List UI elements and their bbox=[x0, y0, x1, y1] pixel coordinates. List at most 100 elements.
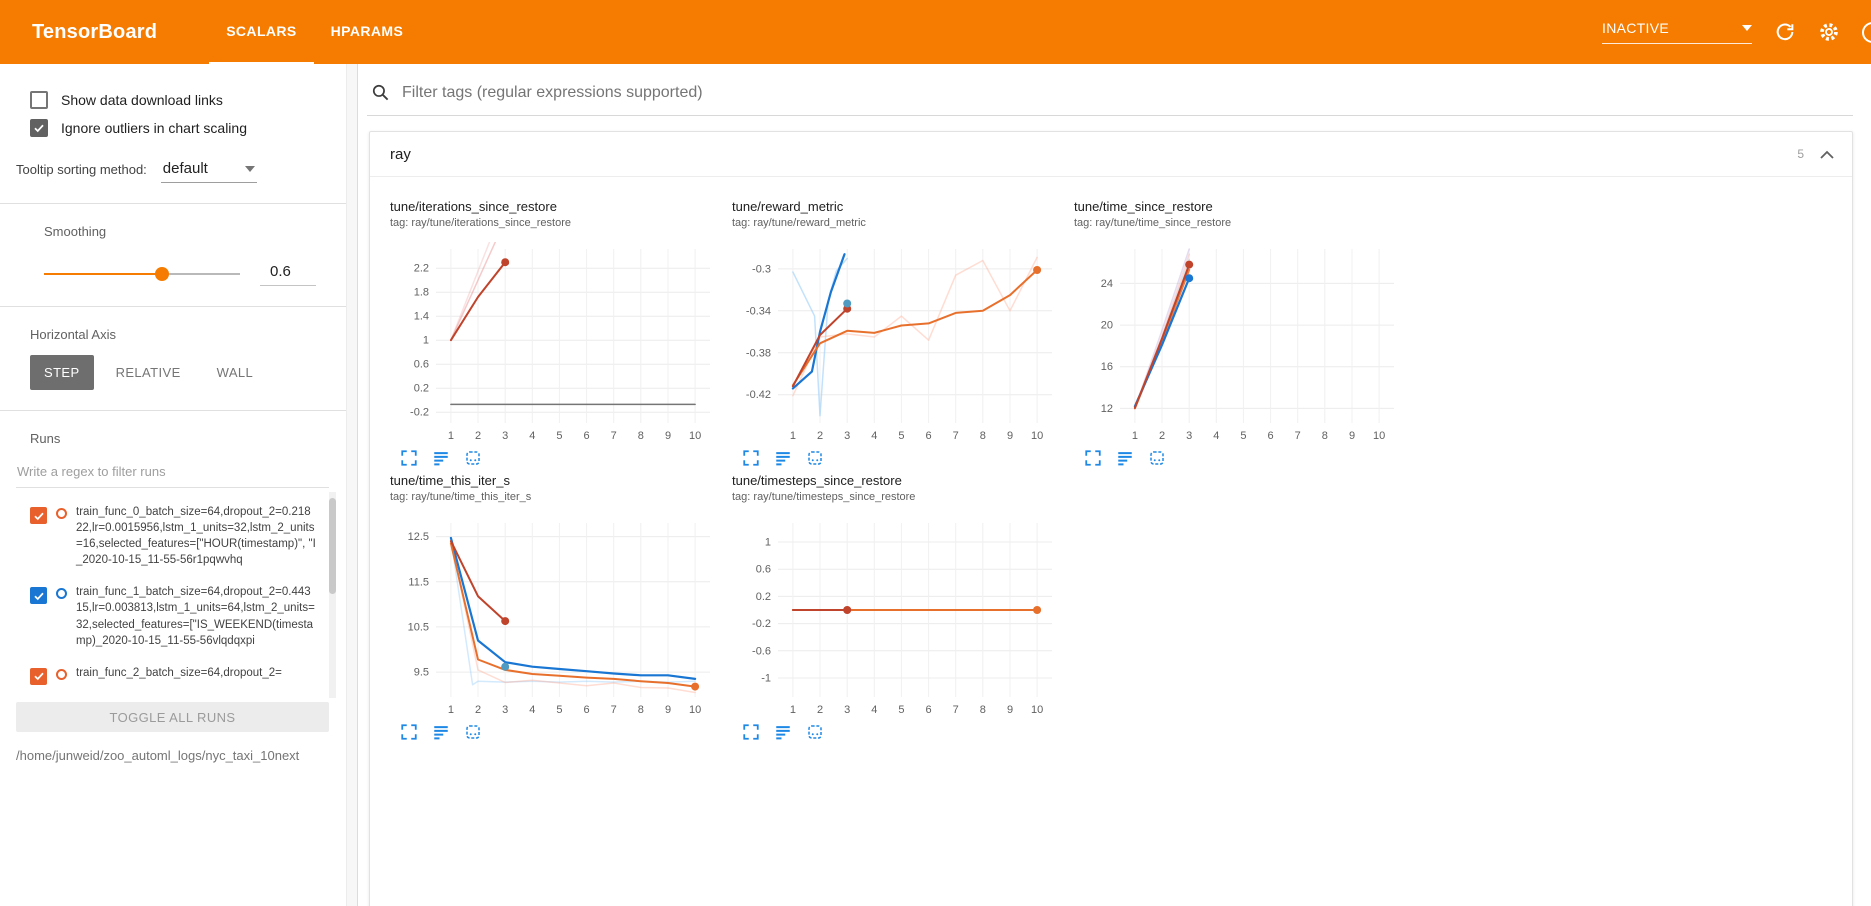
svg-text:1: 1 bbox=[1132, 430, 1138, 442]
svg-text:12: 12 bbox=[1101, 403, 1113, 415]
axis-wall-button[interactable]: WALL bbox=[203, 355, 268, 390]
chart-card: tune/time_since_restore tag: ray/tune/tim… bbox=[1074, 199, 1416, 467]
pin-chart-icon[interactable] bbox=[806, 449, 824, 467]
settings-gear-icon[interactable] bbox=[1818, 21, 1840, 43]
svg-text:9: 9 bbox=[1007, 704, 1013, 716]
svg-text:-0.42: -0.42 bbox=[746, 389, 771, 401]
svg-text:6: 6 bbox=[1268, 430, 1274, 442]
run-item[interactable]: train_func_1_batch_size=64,dropout_2=0.4… bbox=[16, 576, 336, 656]
slider-thumb[interactable] bbox=[154, 266, 169, 281]
chart-tag: tag: ray/tune/iterations_since_restore bbox=[390, 217, 571, 229]
svg-text:10: 10 bbox=[689, 430, 701, 442]
chart-plot[interactable]: 1 0.6 0.2 -0.2 -0.6 -1 1 2 3 4 5 6 7 8 9 10 bbox=[732, 515, 1064, 721]
svg-text:7: 7 bbox=[611, 430, 617, 442]
ignore-outliers-checkbox-row[interactable]: Ignore outliers in chart scaling bbox=[16, 114, 330, 142]
svg-text:5: 5 bbox=[1240, 430, 1246, 442]
refresh-icon[interactable] bbox=[1774, 21, 1796, 43]
run-checkbox[interactable] bbox=[30, 587, 47, 605]
chart-toolbar bbox=[732, 449, 1074, 467]
tooltip-sorting-select[interactable]: default bbox=[160, 160, 257, 183]
pin-chart-icon[interactable] bbox=[1148, 449, 1166, 467]
tag-filter-input[interactable] bbox=[402, 83, 1849, 102]
show-download-links-checkbox-row[interactable]: Show data download links bbox=[16, 86, 330, 114]
run-item[interactable]: train_func_2_batch_size=64,dropout_2= bbox=[16, 657, 336, 693]
expand-chart-icon[interactable] bbox=[742, 449, 760, 467]
svg-text:24: 24 bbox=[1101, 278, 1113, 290]
svg-text:10: 10 bbox=[1031, 704, 1043, 716]
pin-chart-icon[interactable] bbox=[464, 449, 482, 467]
svg-text:9.5: 9.5 bbox=[414, 667, 429, 679]
runs-filter-input[interactable] bbox=[16, 458, 329, 488]
tag-group-count: 5 bbox=[1797, 147, 1804, 161]
runs-selector-icon[interactable] bbox=[432, 723, 450, 741]
chevron-down-icon bbox=[244, 165, 255, 172]
collapse-chevron-up-icon[interactable] bbox=[1820, 150, 1834, 159]
expand-chart-icon[interactable] bbox=[400, 449, 418, 467]
tag-group-header[interactable]: ray 5 bbox=[370, 132, 1852, 177]
chart-card: tune/iterations_since_restore tag: ray/tu… bbox=[390, 199, 732, 467]
header-actions: INACTIVE bbox=[1602, 20, 1871, 44]
run-checkbox[interactable] bbox=[30, 667, 47, 685]
checkbox-icon[interactable] bbox=[30, 119, 48, 137]
pin-chart-icon[interactable] bbox=[464, 723, 482, 741]
axis-relative-button[interactable]: RELATIVE bbox=[102, 355, 195, 390]
tab-scalars[interactable]: SCALARS bbox=[209, 0, 314, 64]
help-icon[interactable] bbox=[1862, 21, 1871, 43]
svg-text:10: 10 bbox=[689, 704, 701, 716]
chart-plot[interactable]: -0.2 0.2 0.6 1 1.4 1.8 2.2 1 2 3 4 5 6 7 8 9 10 bbox=[390, 241, 722, 447]
chart-toolbar bbox=[390, 449, 732, 467]
runs-scrollbar-track[interactable] bbox=[329, 492, 336, 698]
toggle-all-runs-button[interactable]: TOGGLE ALL RUNS bbox=[16, 702, 329, 732]
expand-chart-icon[interactable] bbox=[742, 723, 760, 741]
sidebar: Show data download links Ignore outliers… bbox=[0, 64, 346, 906]
chart-toolbar bbox=[732, 723, 1074, 741]
sidebar-scrollbar[interactable] bbox=[346, 64, 358, 906]
expand-chart-icon[interactable] bbox=[400, 723, 418, 741]
run-label: train_func_1_batch_size=64,dropout_2=0.4… bbox=[76, 586, 315, 647]
axis-step-button[interactable]: STEP bbox=[30, 355, 94, 390]
smoothing-value-input[interactable]: 0.6 bbox=[260, 261, 316, 286]
svg-text:6: 6 bbox=[926, 704, 932, 716]
svg-text:2: 2 bbox=[475, 704, 481, 716]
svg-text:5: 5 bbox=[898, 430, 904, 442]
svg-text:8: 8 bbox=[980, 430, 986, 442]
runs-selector-icon[interactable] bbox=[774, 723, 792, 741]
smoothing-slider[interactable] bbox=[44, 266, 240, 281]
runs-selector-icon[interactable] bbox=[1116, 449, 1134, 467]
svg-text:1: 1 bbox=[423, 335, 429, 347]
pin-chart-icon[interactable] bbox=[806, 723, 824, 741]
svg-text:4: 4 bbox=[1213, 430, 1219, 442]
runs-section-label: Runs bbox=[30, 431, 61, 446]
chart-toolbar bbox=[1074, 449, 1416, 467]
tab-hparams[interactable]: HPARAMS bbox=[330, 23, 404, 39]
run-item[interactable]: train_func_0_batch_size=64,dropout_2=0.2… bbox=[16, 496, 336, 576]
svg-text:0.2: 0.2 bbox=[414, 383, 429, 395]
smoothing-label: Smoothing bbox=[44, 224, 107, 239]
svg-text:0.6: 0.6 bbox=[414, 359, 429, 371]
divider bbox=[0, 203, 346, 204]
smoothing-row: 0.6 bbox=[16, 261, 330, 286]
svg-text:5: 5 bbox=[556, 430, 562, 442]
chart-plot[interactable]: -0.42 -0.38 -0.34 -0.3 1 2 3 4 5 6 7 8 9 10 bbox=[732, 241, 1064, 447]
expand-chart-icon[interactable] bbox=[1084, 449, 1102, 467]
run-checkbox[interactable] bbox=[30, 507, 47, 524]
svg-text:1: 1 bbox=[448, 704, 454, 716]
svg-text:16: 16 bbox=[1101, 361, 1113, 373]
svg-text:0.2: 0.2 bbox=[756, 591, 771, 603]
runs-selector-icon[interactable] bbox=[432, 449, 450, 467]
log-path: /home/junweid/zoo_automl_logs/nyc_taxi_1… bbox=[16, 748, 300, 763]
tag-filter-row bbox=[367, 77, 1853, 116]
runs-selector-icon[interactable] bbox=[774, 449, 792, 467]
checkbox-label: Show data download links bbox=[61, 92, 223, 108]
chart-title: tune/timesteps_since_restore bbox=[732, 473, 902, 488]
data-status-dropdown[interactable]: INACTIVE bbox=[1602, 20, 1752, 44]
runs-scrollbar-thumb[interactable] bbox=[329, 498, 336, 594]
chart-plot[interactable]: 9.5 10.5 11.5 12.5 1 2 3 4 5 6 7 8 9 10 bbox=[390, 515, 722, 721]
svg-text:3: 3 bbox=[502, 704, 508, 716]
checkbox-icon[interactable] bbox=[30, 91, 48, 109]
charts-grid: tune/iterations_since_restore tag: ray/tu… bbox=[370, 177, 1852, 747]
svg-text:2: 2 bbox=[817, 704, 823, 716]
run-color-circle bbox=[56, 508, 67, 519]
svg-text:0.6: 0.6 bbox=[756, 564, 771, 576]
